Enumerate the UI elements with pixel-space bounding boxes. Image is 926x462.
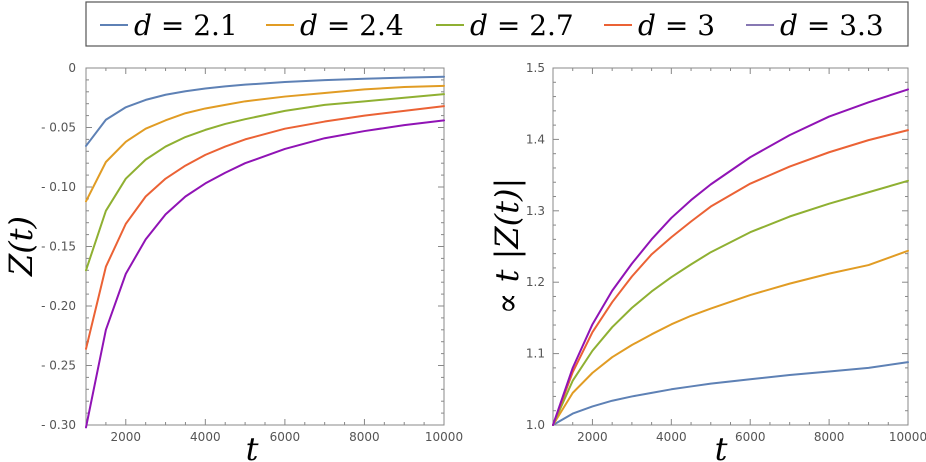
plot-frame: [552, 67, 909, 426]
y-tick-label: 1.5: [526, 61, 545, 75]
series-line-d-2.7: [85, 93, 445, 272]
y-tick-label: - 0.15: [41, 240, 76, 254]
y-tick-label: 1.1: [526, 347, 545, 361]
y-tick-label: 1.3: [526, 204, 545, 218]
legend-label-5: d = 3.3: [780, 9, 884, 42]
y-axis-title: ∝ t |Z(t)|: [488, 178, 526, 314]
series-line-d-3: [85, 105, 445, 350]
legend-label-4: d = 3: [638, 9, 715, 42]
y-tick-label: 0: [68, 61, 76, 75]
series-line-d-3: [552, 129, 909, 426]
series-line-d-3.3: [85, 119, 445, 429]
series-line-d-3.3: [552, 88, 909, 426]
left-chart-panel: 2000 4000 6000 8000 10000 0 - 0.05 - 0.10 - 0.15…: [2, 61, 463, 462]
x-tick-label: 6000: [270, 430, 301, 444]
x-tick-label: 4000: [190, 430, 221, 444]
right-chart-panel: 2000 4000 6000 8000 10000 1.0 1.1 1.2 1.3 1.4 1.5 t…: [488, 61, 926, 462]
x-tick-label: 4000: [656, 430, 687, 444]
series-line-d-2.7: [552, 179, 909, 426]
series-line-d-2.4: [552, 249, 909, 426]
y-tick-label: - 0.25: [41, 359, 76, 373]
x-tick-label: 6000: [735, 430, 766, 444]
series-line-d-2.4: [85, 84, 445, 203]
x-axis-title: t: [246, 430, 259, 462]
y-tick-label: - 0.20: [41, 299, 76, 313]
x-tick-label: 8000: [814, 430, 845, 444]
legend-label-2: d = 2.4: [300, 9, 404, 42]
legend: d = 2.1 d = 2.4 d = 2.7 d = 3 d = 3.3: [85, 1, 909, 47]
y-axis-title: Z(t): [2, 216, 40, 277]
x-tick-label: 10000: [889, 430, 926, 444]
legend-label-1: d = 2.1: [134, 9, 238, 42]
x-tick-label: 8000: [349, 430, 380, 444]
legend-label-3: d = 2.7: [470, 9, 574, 42]
y-tick-label: 1.4: [526, 132, 545, 146]
series-line-d-2.1: [552, 361, 909, 426]
x-tick-label: 2000: [111, 430, 142, 444]
y-tick-label: - 0.05: [41, 121, 76, 135]
x-tick-label: 10000: [425, 430, 463, 444]
y-tick-label: 1.2: [526, 275, 545, 289]
y-tick-label: - 0.30: [41, 418, 76, 432]
y-tick-label: - 0.10: [41, 180, 76, 194]
series-line-d-2.1: [85, 75, 445, 147]
plot-frame: [85, 67, 445, 426]
x-axis-title: t: [715, 430, 728, 462]
y-tick-label: 1.0: [526, 418, 545, 432]
x-tick-label: 2000: [577, 430, 608, 444]
